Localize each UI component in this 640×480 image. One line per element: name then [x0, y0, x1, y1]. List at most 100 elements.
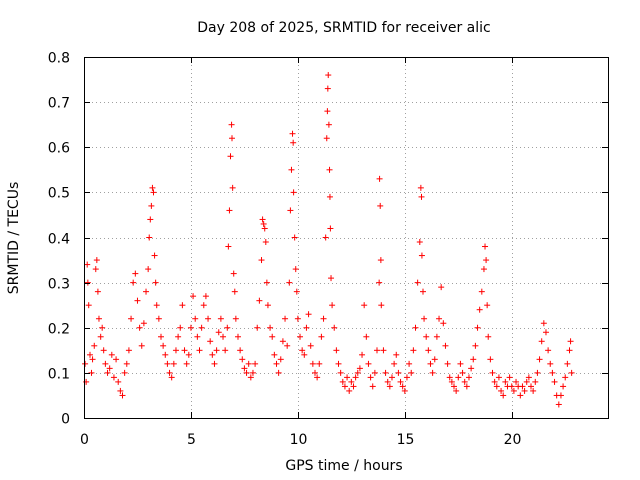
data-point — [249, 369, 256, 376]
data-point — [286, 279, 293, 286]
data-point — [365, 360, 372, 367]
data-point — [229, 135, 236, 142]
data-point — [359, 351, 366, 358]
data-point — [395, 369, 402, 376]
data-point — [348, 378, 355, 385]
data-point — [459, 369, 466, 376]
data-point — [91, 342, 98, 349]
data-point — [258, 257, 265, 264]
data-point — [89, 356, 96, 363]
data-point — [209, 351, 216, 358]
data-point — [525, 374, 532, 381]
data-point — [472, 342, 479, 349]
data-point — [547, 360, 554, 367]
ticks — [84, 57, 608, 419]
data-point — [386, 383, 393, 390]
data-point — [307, 342, 314, 349]
data-point — [410, 347, 417, 354]
data-point — [448, 378, 455, 385]
data-point — [288, 166, 295, 173]
data-point — [346, 387, 353, 394]
data-point — [562, 374, 569, 381]
data-point — [540, 320, 547, 327]
data-point — [160, 342, 167, 349]
data-point — [484, 302, 491, 309]
data-point — [146, 234, 153, 241]
data-point — [478, 288, 485, 295]
data-point — [335, 360, 342, 367]
data-point — [444, 360, 451, 367]
data-point — [230, 270, 237, 277]
data-point — [231, 288, 238, 295]
data-point — [482, 243, 489, 250]
data-point — [528, 383, 535, 390]
data-point — [229, 184, 236, 191]
data-point — [261, 225, 268, 232]
data-point — [327, 225, 334, 232]
data-point — [325, 72, 332, 79]
data-point — [252, 360, 259, 367]
data-point — [128, 315, 135, 322]
data-point — [155, 315, 162, 322]
data-point — [367, 374, 374, 381]
data-point — [110, 374, 117, 381]
data-point — [463, 383, 470, 390]
data-point — [269, 333, 276, 340]
data-point — [95, 315, 102, 322]
data-point — [414, 279, 421, 286]
data-point — [84, 279, 91, 286]
data-point — [393, 351, 400, 358]
data-point — [293, 288, 300, 295]
data-point — [205, 315, 212, 322]
data-point — [438, 284, 445, 291]
data-point — [121, 369, 128, 376]
y-tick-label: 0.7 — [48, 96, 70, 112]
grid — [84, 57, 608, 418]
data-point — [243, 369, 250, 376]
data-point — [291, 234, 298, 241]
data-point — [225, 243, 232, 250]
data-point — [85, 302, 92, 309]
data-point — [369, 383, 376, 390]
data-point — [241, 365, 248, 372]
data-point — [560, 383, 567, 390]
data-point — [99, 324, 106, 331]
data-point — [132, 270, 139, 277]
data-point — [108, 351, 115, 358]
data-point — [222, 347, 229, 354]
data-point — [273, 360, 280, 367]
data-point — [164, 360, 171, 367]
data-point — [143, 288, 150, 295]
data-point — [322, 234, 329, 241]
data-point — [382, 369, 389, 376]
data-point — [371, 369, 378, 376]
data-point — [523, 378, 530, 385]
data-point — [532, 378, 539, 385]
data-point — [181, 347, 188, 354]
data-point — [211, 360, 218, 367]
data-point — [453, 387, 460, 394]
data-point — [166, 369, 173, 376]
data-point — [493, 383, 500, 390]
data-point — [130, 279, 137, 286]
data-point — [226, 207, 233, 214]
data-point — [305, 311, 312, 318]
data-point — [147, 216, 154, 223]
data-point — [234, 333, 241, 340]
data-point — [314, 374, 321, 381]
data-point — [384, 378, 391, 385]
data-point — [187, 324, 194, 331]
data-point — [356, 365, 363, 372]
data-point — [217, 315, 224, 322]
y-tick-label: 0.1 — [48, 367, 70, 383]
x-axis-label: GPS time / hours — [285, 458, 402, 474]
data-point — [262, 239, 269, 246]
data-point — [337, 369, 344, 376]
data-point — [328, 275, 335, 282]
data-point — [465, 374, 472, 381]
data-point — [198, 324, 205, 331]
data-point — [397, 378, 404, 385]
data-point — [431, 356, 438, 363]
data-point — [551, 378, 558, 385]
data-point — [196, 347, 203, 354]
